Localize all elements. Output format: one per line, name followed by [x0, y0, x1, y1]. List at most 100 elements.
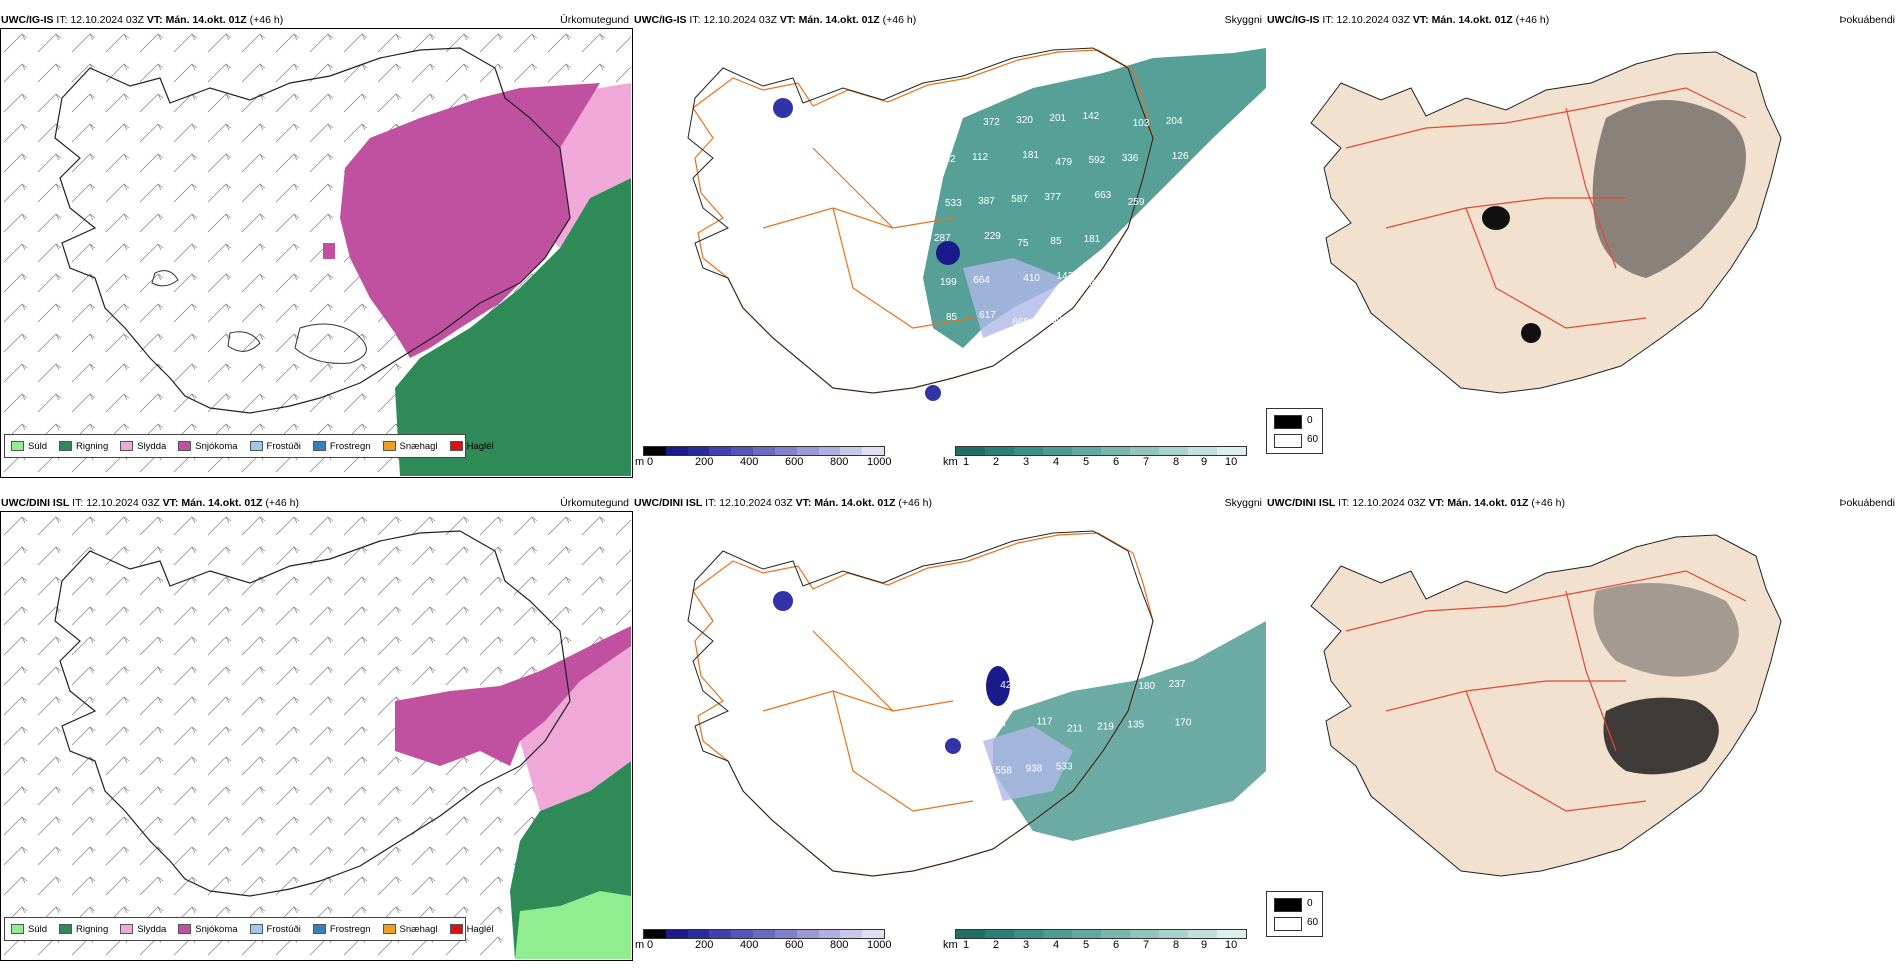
ceiling-unit: m: [635, 939, 645, 951]
vis-tick: 5: [1083, 939, 1090, 951]
ceiling-tick: 0: [647, 456, 654, 468]
ceiling-label: 236: [1031, 678, 1048, 689]
ceiling-tick: 200: [695, 456, 714, 468]
road-network: [1345, 87, 1747, 329]
panel-dini-fog: UWC/DINI ISL IT: 12.10.2024 03Z VT: Mán.…: [1266, 496, 1899, 971]
ceiling-color-step: [796, 930, 819, 938]
vis-color-step: [1014, 930, 1043, 938]
legend-swatch: [120, 924, 134, 934]
legend-item: Súld: [11, 441, 47, 452]
valid-time: Mán. 14.okt. 01Z: [814, 497, 896, 509]
ceiling-label: 228: [1123, 276, 1140, 287]
ceiling-label: 142: [1056, 271, 1073, 282]
legend-item: Snjókoma: [178, 924, 238, 935]
precip-type-legend: Súld Rigning Slydda Snjókoma Frostúði Fr…: [4, 917, 494, 941]
low-ceiling-spot: [773, 98, 793, 118]
legend-label: Súld: [28, 440, 48, 452]
precip-map: [0, 511, 631, 959]
vis-tick: 4: [1053, 939, 1060, 951]
legend-item: Snæhagl: [382, 924, 438, 935]
vis-color-step: [1130, 447, 1159, 455]
fog-legend-low-swatch: [1274, 917, 1302, 931]
vis-color-step: [1159, 930, 1188, 938]
valid-time: Mán. 14.okt. 01Z: [181, 497, 263, 509]
vis-color-step: [1014, 447, 1043, 455]
ceiling-tick: 600: [785, 456, 804, 468]
vis-color-step: [985, 930, 1014, 938]
panel-header: UWC/DINI ISL IT: 12.10.2024 03Z VT: Mán.…: [1267, 497, 1895, 511]
vt-label: VT:: [1412, 14, 1429, 26]
ceiling-label: 336: [1134, 232, 1151, 243]
lead-time: (+46 h): [1515, 14, 1550, 26]
vis-tick: 10: [1225, 939, 1238, 951]
ceiling-color-step: [687, 930, 710, 938]
ceiling-label: 103: [1133, 118, 1150, 129]
ceiling-label: 372: [983, 117, 1000, 128]
vis-unit: km: [943, 939, 958, 951]
visibility-map: 938 372 320 201 142 103 204 182 112 181 479 592 336 1…: [687, 47, 1266, 401]
legend-swatch: [120, 441, 134, 451]
init-time: 12.10.2024 03Z: [70, 14, 144, 26]
ceiling-tick: 800: [830, 456, 849, 468]
legend-swatch: [59, 924, 73, 934]
iceland-outline: [54, 47, 571, 414]
ceiling-label: 219: [1097, 721, 1114, 732]
ceiling-color-step: [753, 447, 775, 455]
init-time: 12.10.2024 03Z: [86, 497, 160, 509]
visibility-colorbar-bars: [955, 929, 1247, 939]
ceiling-tick: 800: [830, 939, 849, 951]
iceland-outline: [54, 530, 571, 897]
ceiling-label: 664: [973, 275, 990, 286]
lead-time: (+46 h): [898, 497, 932, 509]
ceiling-label: 316: [1167, 230, 1184, 241]
parameter-name: Skyggni: [1224, 497, 1262, 509]
ceiling-label: 237: [1169, 679, 1186, 690]
legend-swatch: [178, 441, 192, 451]
vis-tick: 9: [1201, 456, 1208, 468]
ceiling-label: 133: [959, 720, 976, 731]
panel-igis-visibility: UWC/IG-IS IT: 12.10.2024 03Z VT: Mán. 14…: [633, 13, 1266, 488]
ceiling-color-step: [644, 930, 666, 938]
vt-label: VT:: [146, 14, 163, 26]
vis-color-step: [985, 447, 1014, 455]
rain-area: [395, 178, 631, 476]
ceiling-tick: 1000: [867, 456, 892, 468]
ceiling-label: 349: [1090, 278, 1107, 289]
legend-swatch: [312, 441, 326, 451]
ceiling-color-step: [818, 447, 841, 455]
panel-header: UWC/IG-IS IT: 12.10.2024 03Z VT: Mán. 14…: [1, 14, 629, 28]
ceiling-tick: 0: [647, 939, 654, 951]
ceiling-tick: 600: [785, 939, 804, 951]
ceiling-color-step: [731, 930, 754, 938]
ceiling-label: 229: [984, 231, 1001, 242]
valid-time: Mán. 14.okt. 01Z: [798, 14, 880, 26]
snow-area: [395, 626, 631, 766]
ceiling-label: 142: [1083, 111, 1100, 122]
parameter-name: Þokuábendi: [1839, 14, 1895, 26]
vis-color-step: [1217, 930, 1246, 938]
ceiling-label: 112: [972, 152, 988, 163]
legend-label: Haglél: [466, 440, 494, 452]
vis-color-step: [1043, 447, 1072, 455]
valid-time: Mán. 14.okt. 01Z: [1431, 14, 1513, 26]
legend-item: Rigning: [59, 441, 108, 452]
legend-label: Rigning: [76, 923, 109, 935]
panel-dini-precip-type: UWC/DINI ISL IT: 12.10.2024 03Z VT: Mán.…: [0, 496, 633, 971]
ceiling-label: 410: [1023, 273, 1040, 284]
fog-area: [1592, 100, 1746, 278]
ceiling-label: 105: [953, 673, 970, 684]
road-network: [1345, 570, 1747, 812]
ceiling-label: 259: [1128, 197, 1145, 208]
vis-color-step: [1130, 930, 1159, 938]
vis-tick: 8: [1173, 456, 1180, 468]
parameter-name: Þokuábendi: [1839, 497, 1895, 509]
precip-type-legend: Súld Rigning Slydda Snjókoma Frostúði Fr…: [4, 434, 494, 458]
legend-item: Súld: [11, 924, 47, 935]
fog-legend: 0 60: [1266, 891, 1323, 937]
legend-swatch: [59, 441, 73, 451]
ceiling-color-step: [796, 447, 819, 455]
valid-time: Mán. 14.okt. 01Z: [165, 14, 247, 26]
glacier-outline: [151, 270, 367, 364]
model-name: UWC/IG-IS: [634, 14, 687, 26]
legend-label: Frostregn: [329, 923, 371, 935]
